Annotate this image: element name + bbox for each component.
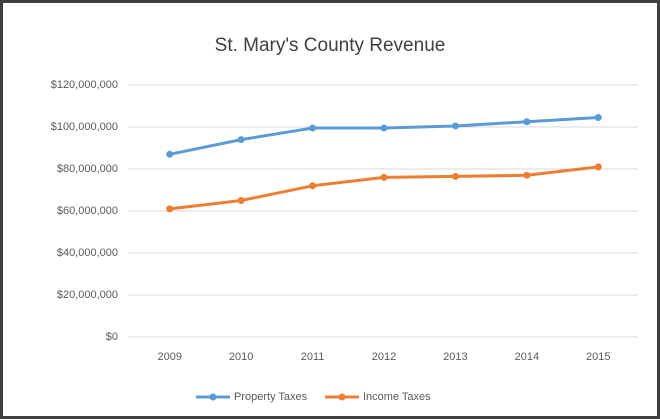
x-tick-label: 2009 xyxy=(157,351,181,363)
point xyxy=(451,172,459,180)
chart-title: St. Mary's County Revenue xyxy=(215,35,446,56)
legend-label: Income Taxes xyxy=(363,391,431,403)
y-tick-label: $40,000,000 xyxy=(57,247,118,259)
x-tick-label: 2011 xyxy=(301,351,325,363)
y-tick-label: $120,000,000 xyxy=(51,79,118,91)
y-tick-label: $0 xyxy=(106,331,118,343)
point xyxy=(451,122,459,130)
point xyxy=(166,150,174,158)
point xyxy=(309,124,317,132)
point xyxy=(237,136,245,144)
x-tick-label: 2010 xyxy=(229,351,253,363)
y-tick-label: $20,000,000 xyxy=(57,289,118,301)
point xyxy=(166,205,174,213)
point xyxy=(380,124,388,132)
point xyxy=(237,197,245,204)
point xyxy=(523,171,531,179)
y-tick-label: $100,000,000 xyxy=(51,121,118,133)
point xyxy=(309,182,317,190)
x-tick-label: 2014 xyxy=(515,351,539,363)
x-tick-label: 2015 xyxy=(586,351,610,363)
legend-marker xyxy=(338,393,346,401)
x-tick-label: 2013 xyxy=(443,351,467,363)
x-tick-label: 2012 xyxy=(372,351,396,363)
y-tick-label: $60,000,000 xyxy=(57,205,118,217)
legend-label: Property Taxes xyxy=(234,391,308,403)
point xyxy=(380,173,388,181)
y-tick-label: $80,000,000 xyxy=(57,163,118,175)
point xyxy=(523,118,531,126)
legend-marker xyxy=(209,393,217,401)
point xyxy=(594,114,602,122)
point xyxy=(594,163,602,171)
